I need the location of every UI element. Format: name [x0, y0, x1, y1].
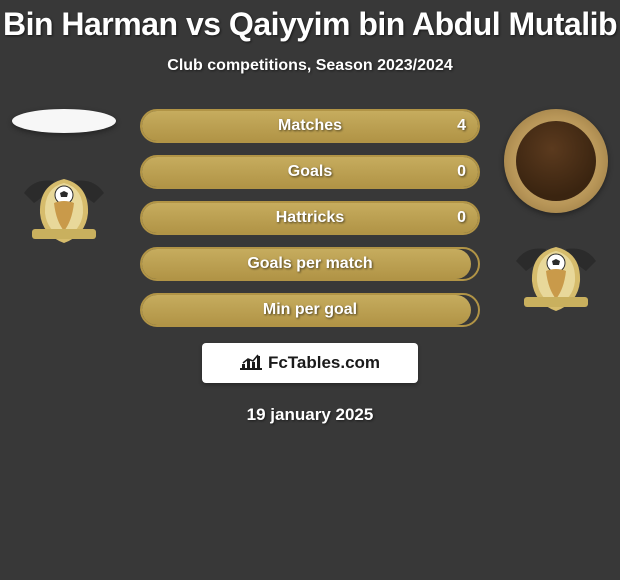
stat-row: Goals per match: [140, 247, 480, 281]
crest-icon: [506, 241, 606, 317]
stat-label: Min per goal: [140, 293, 480, 327]
stat-label: Hattricks: [140, 201, 480, 235]
crest-icon: [14, 173, 114, 249]
subtitle: Club competitions, Season 2023/2024: [0, 57, 620, 75]
stat-row: Matches4: [140, 109, 480, 143]
comparison-content: Matches4Goals0Hattricks0Goals per matchM…: [0, 109, 620, 425]
player1-avatar: [12, 109, 116, 133]
player1-column: [8, 109, 120, 249]
stats-bars: Matches4Goals0Hattricks0Goals per matchM…: [140, 109, 480, 327]
date-label: 19 january 2025: [0, 405, 620, 425]
stat-label: Matches: [140, 109, 480, 143]
player2-club-crest: [506, 241, 606, 317]
player2-avatar: [504, 109, 608, 213]
brand-label: FcTables.com: [268, 353, 380, 373]
chart-icon: [240, 354, 262, 372]
stat-value: 0: [457, 201, 466, 235]
stat-row: Min per goal: [140, 293, 480, 327]
player1-club-crest: [14, 173, 114, 249]
stat-value: 0: [457, 155, 466, 189]
stat-value: 4: [457, 109, 466, 143]
stat-label: Goals per match: [140, 247, 480, 281]
stat-row: Hattricks0: [140, 201, 480, 235]
stat-label: Goals: [140, 155, 480, 189]
player2-column: [500, 109, 612, 317]
page-title: Bin Harman vs Qaiyyim bin Abdul Mutalib: [0, 0, 620, 43]
stat-row: Goals0: [140, 155, 480, 189]
brand-box: FcTables.com: [202, 343, 418, 383]
